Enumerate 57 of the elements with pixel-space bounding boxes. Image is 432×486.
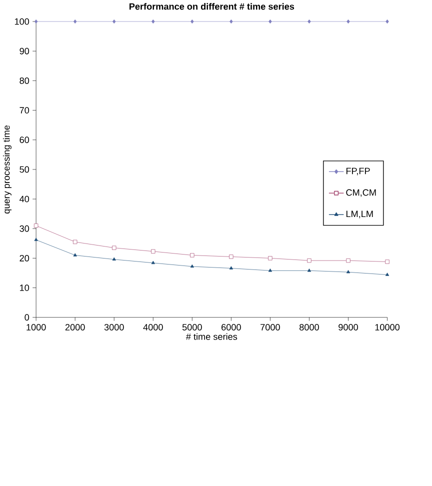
point: [112, 19, 116, 24]
point: [268, 268, 272, 272]
point: [346, 258, 350, 263]
y-tick-label: 100: [14, 18, 29, 25]
y-tick-label: 0: [24, 314, 29, 321]
point: [112, 246, 116, 250]
point: [346, 270, 350, 274]
y-tick-label: 30: [20, 225, 29, 232]
point: [385, 272, 389, 276]
x-tick-label: 7000: [260, 324, 280, 330]
x-tick-label: 2000: [65, 324, 85, 330]
x-tick-label: 5000: [182, 324, 202, 330]
point: [346, 19, 350, 24]
y-tick-label: 50: [20, 166, 29, 173]
y-tick-label: 80: [20, 77, 29, 84]
point: [307, 258, 312, 263]
point: [385, 260, 390, 264]
x-tick-label: 8000: [299, 324, 319, 330]
point: [190, 253, 194, 258]
chart-title: Performance on different # time series: [129, 3, 294, 10]
y-tick-label: 20: [20, 254, 29, 262]
point: [72, 240, 78, 244]
point: [190, 19, 194, 24]
x-tick-label: 10000: [375, 324, 400, 330]
y-tick-label: 40: [19, 196, 29, 202]
point: [150, 249, 156, 254]
x-tick-label: 1000: [26, 324, 46, 330]
y-tick-label: 10: [20, 284, 29, 292]
point: [73, 19, 77, 24]
x-tick-label: 9000: [338, 324, 358, 330]
y-tick-label: 70: [20, 107, 29, 114]
point: [229, 19, 233, 24]
point: [307, 268, 311, 272]
point: [34, 224, 38, 228]
x-tick-label: 4000: [143, 324, 163, 330]
x-axis-title: # time series: [186, 333, 237, 340]
point: [307, 19, 311, 24]
point: [386, 19, 389, 24]
legend-label: CM,CM: [346, 189, 376, 197]
point: [73, 253, 77, 256]
y-tick-label: 90: [20, 48, 29, 54]
point: [112, 257, 116, 261]
point: [268, 256, 272, 260]
legend-label: FP,FP: [346, 168, 370, 176]
y-axis-title: query processing time: [2, 125, 12, 214]
legend-label: LM,LM: [346, 210, 373, 218]
point: [151, 260, 155, 264]
point: [34, 238, 38, 241]
point: [151, 19, 155, 24]
point: [229, 266, 233, 270]
point: [34, 19, 38, 24]
point: [228, 254, 234, 259]
y-tick-label: 60: [20, 136, 29, 144]
point: [190, 264, 194, 268]
x-tick-label: 6000: [221, 324, 241, 330]
point: [268, 19, 272, 24]
x-tick-label: 3000: [104, 324, 124, 330]
